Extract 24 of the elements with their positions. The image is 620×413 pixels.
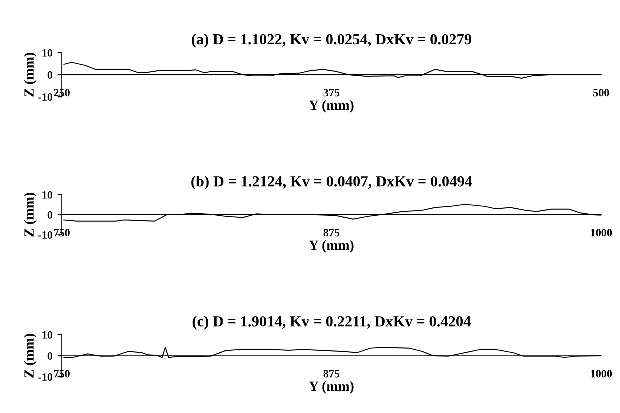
y-axis-title: Z (mm) (24, 193, 37, 237)
x-tick-label: 500 (594, 89, 610, 97)
y-tick-label: 0 (48, 71, 53, 79)
y-tick-label: 10 (42, 191, 53, 199)
y-tick-label: 10 (42, 331, 53, 339)
chart-title: (b) D = 1.2124, Kv = 0.0407, DxKv = 0.0494 (192, 176, 472, 190)
chart-title: (c) D = 1.9014, Kv = 0.2211, DxKv = 0.4204 (192, 316, 471, 330)
x-tick-label: 875 (324, 370, 340, 378)
y-tick-label: 10 (42, 49, 53, 57)
x-axis-title: Y (mm) (309, 240, 354, 253)
y-tick-label: -10 (38, 94, 53, 102)
x-tick-label: 1000 (591, 229, 612, 237)
y-tick-label: -10 (38, 374, 53, 382)
x-axis-title: Y (mm) (309, 381, 354, 394)
y-tick-label: -10 (38, 231, 53, 239)
x-axis-title: Y (mm) (309, 100, 354, 113)
y-tick-label: 0 (48, 211, 53, 219)
x-tick-label: 375 (324, 89, 340, 97)
y-tick-label: 0 (48, 352, 53, 360)
y-axis-title: Z (mm) (24, 334, 37, 378)
x-tick-label: 875 (324, 229, 340, 237)
chart-title: (a) D = 1.1022, Kv = 0.0254, DxKv = 0.0279 (192, 34, 472, 48)
y-axis-title: Z (mm) (24, 53, 37, 97)
x-tick-label: 1000 (591, 370, 612, 378)
